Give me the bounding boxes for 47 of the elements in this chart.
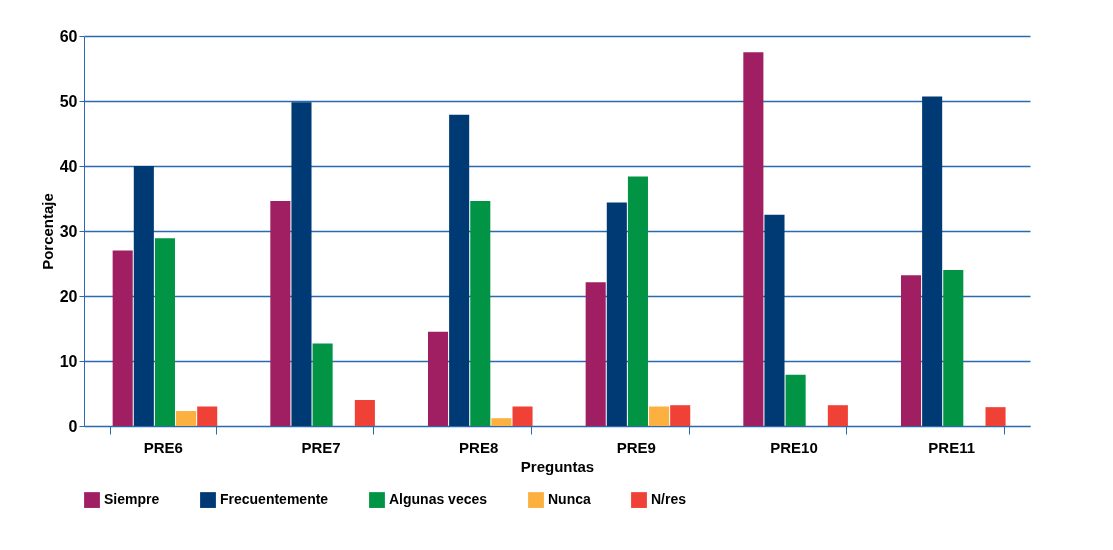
bar <box>270 201 291 426</box>
x-axis-title: Preguntas <box>520 457 595 475</box>
bar <box>627 176 648 426</box>
y-tick-label: 30 <box>59 222 78 240</box>
bar <box>943 270 964 426</box>
bar <box>491 418 512 426</box>
bar <box>112 250 133 426</box>
bar <box>785 374 806 426</box>
legend-label: Siempre <box>104 491 160 508</box>
bar <box>154 238 175 426</box>
bar <box>900 275 922 426</box>
bar <box>449 114 470 426</box>
bar <box>470 201 491 426</box>
y-tick-label: 10 <box>59 352 78 370</box>
bar <box>512 406 533 426</box>
y-tick-label: 40 <box>59 157 78 175</box>
bar <box>585 282 606 426</box>
x-tick-label: PRE11 <box>928 438 976 456</box>
x-tick-label: PRE8 <box>459 438 499 456</box>
bar <box>427 331 449 426</box>
bar <box>197 406 218 426</box>
bar <box>985 407 1006 426</box>
x-tick-label: PRE10 <box>770 438 818 456</box>
legend-label: Algunas veces <box>389 491 488 508</box>
bar <box>291 102 312 426</box>
y-axis-title: Porcentaje <box>38 193 56 270</box>
y-tick-label: 60 <box>59 27 78 45</box>
bar <box>606 202 627 426</box>
y-tick-label: 50 <box>59 92 78 110</box>
x-tick-label: PRE9 <box>616 438 656 456</box>
bar <box>922 96 943 426</box>
x-tick-label: PRE6 <box>143 438 183 456</box>
legend-label: N/res <box>651 491 687 508</box>
bar <box>176 411 197 426</box>
bar <box>670 405 691 426</box>
bar <box>312 343 333 426</box>
legend-label: Frecuentemente <box>220 491 329 508</box>
bar <box>827 405 848 426</box>
bar <box>764 214 785 426</box>
bar <box>354 400 375 426</box>
y-tick-label: 20 <box>59 287 78 305</box>
x-tick-label: PRE7 <box>301 438 341 456</box>
bar <box>133 166 154 426</box>
bar <box>743 52 764 426</box>
bar <box>649 406 670 426</box>
y-tick-label: 0 <box>68 417 78 435</box>
legend-label: Nunca <box>548 491 591 508</box>
